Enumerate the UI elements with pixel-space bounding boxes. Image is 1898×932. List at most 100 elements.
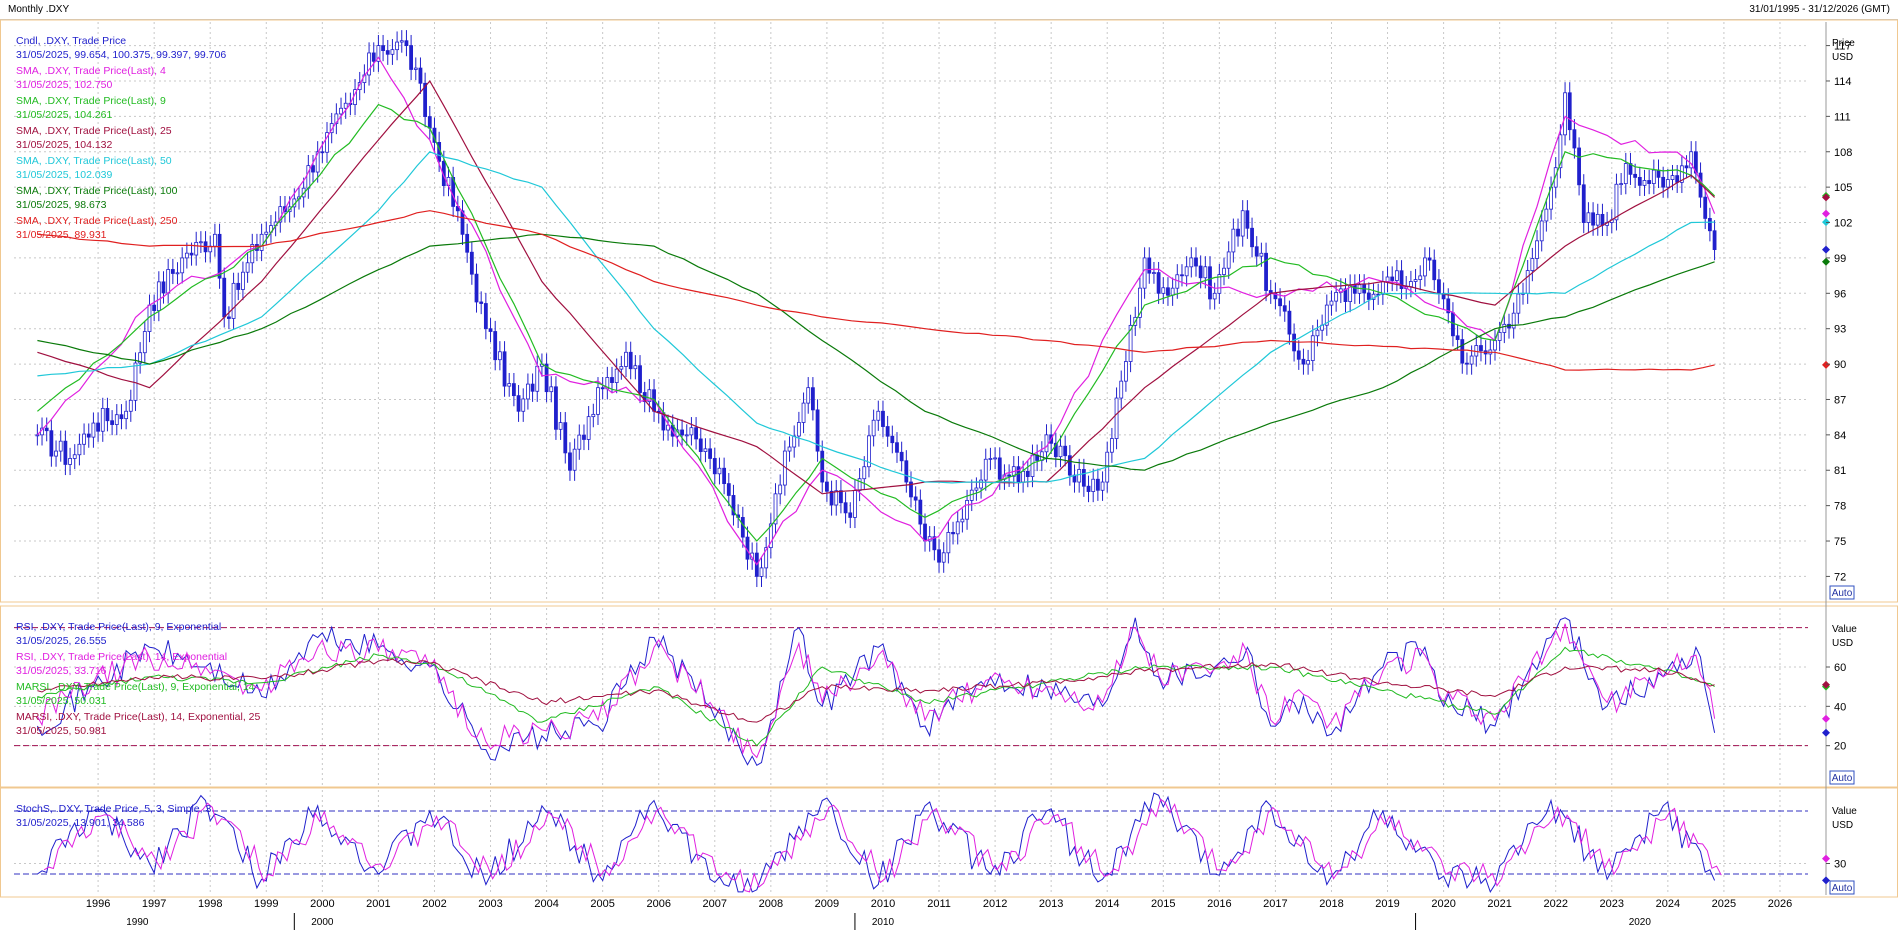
candle (1451, 312, 1455, 337)
candle (871, 419, 876, 437)
auto-scale-button[interactable] (1829, 585, 1855, 600)
candle (1245, 210, 1250, 229)
candle (1301, 358, 1306, 365)
legend-series-name: SMA, .DXY, Trade Price(Last), 25 (16, 125, 172, 137)
candle (381, 45, 385, 51)
value-tick-label: 60 (1834, 662, 1846, 674)
candle (918, 499, 923, 525)
candle (105, 407, 110, 422)
legend-series-value: 31/05/2025, 104.261 (16, 109, 113, 121)
candle (773, 493, 778, 525)
candle (684, 434, 689, 437)
candle (1180, 274, 1184, 277)
candle (909, 481, 913, 498)
candle (1352, 284, 1357, 294)
candle (343, 102, 348, 109)
candle (731, 495, 736, 516)
candle (825, 481, 829, 492)
candle (1226, 251, 1231, 269)
candle (128, 399, 133, 412)
candle (932, 536, 937, 551)
candle (614, 368, 619, 383)
last-value-marker (1822, 209, 1830, 218)
candle (1109, 438, 1114, 453)
candle (72, 454, 77, 459)
candle (58, 440, 63, 452)
axis-unit: USD (1832, 638, 1853, 649)
candle (404, 40, 409, 46)
candle (759, 567, 764, 577)
candle (764, 547, 769, 569)
candle (638, 365, 642, 393)
candle (231, 282, 236, 319)
axis-unit: USD (1832, 820, 1853, 831)
x-tick-label: 2024 (1656, 898, 1680, 910)
candle (1189, 257, 1194, 268)
x-tick-label: 2008 (759, 898, 783, 910)
candle (1208, 266, 1212, 300)
candle (110, 420, 115, 425)
candle (633, 365, 638, 370)
candle (423, 82, 428, 117)
legend-series-value: 31/05/2025, 26.555 (16, 635, 107, 647)
candle (577, 434, 582, 450)
x-decade-label: 2010 (872, 917, 895, 928)
candle (1479, 345, 1483, 352)
x-tick-label: 2022 (1543, 898, 1567, 910)
legend-series-value: 31/05/2025, 104.132 (16, 139, 113, 151)
candle (1689, 151, 1694, 169)
candle (376, 45, 381, 62)
candle (1025, 470, 1030, 477)
x-tick-label: 2006 (646, 898, 670, 910)
candle (1184, 266, 1189, 277)
auto-scale-label: Auto (1832, 773, 1853, 784)
sma-line-1 (36, 56, 1716, 566)
candle (184, 252, 189, 259)
value-tick-label: 93 (1834, 324, 1846, 336)
candle (1282, 305, 1287, 312)
candle (1334, 292, 1339, 302)
candle (876, 410, 881, 421)
candle (241, 271, 245, 290)
candle (1194, 257, 1198, 267)
candle (86, 433, 91, 438)
candle (1128, 324, 1133, 362)
candle (1437, 279, 1441, 294)
x-tick-label: 2019 (1375, 898, 1399, 910)
candle (787, 446, 792, 452)
candle (806, 387, 811, 404)
candle (367, 52, 371, 76)
candle (1707, 218, 1712, 232)
candle (1086, 485, 1091, 492)
x-tick-label: 2015 (1151, 898, 1175, 910)
candle (1679, 165, 1684, 183)
x-tick-label: 2009 (815, 898, 839, 910)
candle (1539, 220, 1544, 242)
candle (628, 351, 633, 370)
candle (189, 252, 194, 256)
legend-series-name: MARSI, .DXY, Trade Price(Last), 14, Expo… (16, 711, 261, 723)
candle (1385, 276, 1390, 282)
candle (1619, 183, 1624, 186)
auto-scale-button[interactable] (1829, 770, 1855, 785)
candle (1021, 470, 1026, 483)
candle (839, 490, 843, 504)
x-tick-label: 2013 (1039, 898, 1063, 910)
candle (1642, 180, 1647, 186)
candle (689, 427, 694, 436)
legend-series-value: 31/05/2025, 13.901, 34.586 (16, 817, 145, 829)
value-tick-label: 96 (1834, 288, 1846, 300)
value-tick-label: 108 (1834, 147, 1852, 159)
candle (717, 467, 722, 475)
candle (946, 532, 951, 554)
value-tick-label: 81 (1834, 465, 1846, 477)
candle (100, 407, 105, 432)
candle (834, 490, 839, 506)
x-tick-label: 2004 (534, 898, 558, 910)
candle (1665, 179, 1670, 188)
auto-scale-button[interactable] (1829, 880, 1855, 895)
candle (600, 387, 605, 390)
value-tick-label: 84 (1834, 430, 1846, 442)
